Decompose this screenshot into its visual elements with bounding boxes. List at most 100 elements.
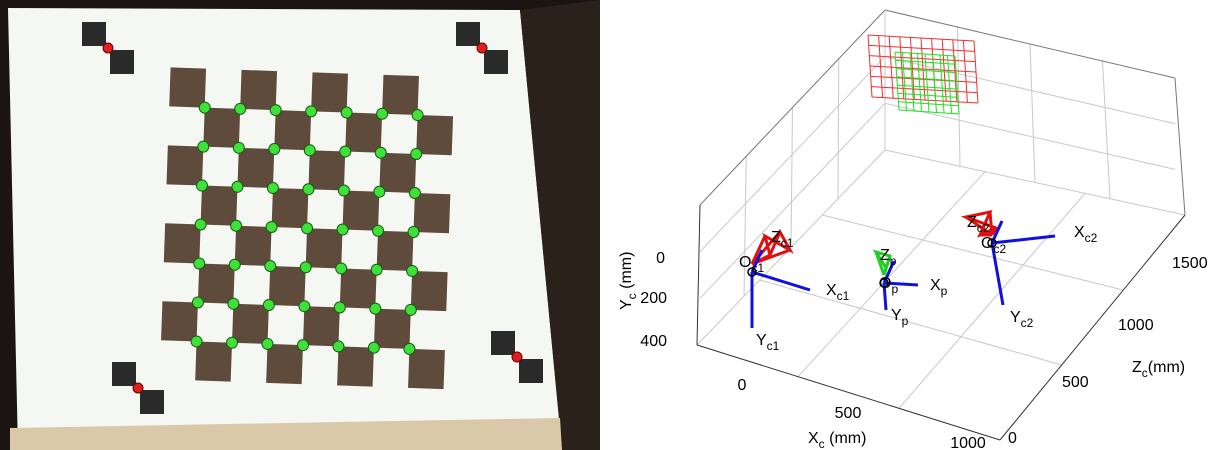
calibration-board	[8, 8, 562, 450]
corner-point	[235, 103, 246, 114]
corner-point	[408, 226, 419, 237]
grid-line	[838, 59, 839, 199]
frame-label-base: Y	[1010, 309, 1021, 326]
marker-square	[484, 50, 508, 74]
checker-square	[201, 186, 238, 226]
corner-point	[406, 265, 417, 276]
corner-point	[226, 337, 237, 348]
marker-point	[477, 43, 487, 53]
corner-point	[301, 223, 312, 234]
marker-square	[112, 362, 136, 386]
tick-label: 1500	[1172, 255, 1208, 272]
checker-square	[237, 148, 274, 188]
tick-label: 0	[738, 377, 747, 394]
frame-label-sub: c2	[993, 242, 1006, 256]
frame-label-base: Z	[967, 214, 977, 231]
y-axis-title: Yc (mm)	[618, 252, 639, 310]
corner-point	[340, 146, 351, 157]
corner-point	[262, 338, 273, 349]
checker-square	[343, 191, 380, 231]
corner-point	[198, 141, 209, 152]
checker-square	[337, 346, 374, 386]
y-axis-title-unit: (mm)	[618, 252, 635, 294]
checker-square	[195, 341, 232, 381]
corner-point	[371, 264, 382, 275]
corner-point	[300, 262, 311, 273]
box-edge	[1175, 78, 1185, 215]
corner-point	[229, 259, 240, 270]
frame-label-base: X	[930, 277, 941, 294]
corner-point	[338, 185, 349, 196]
frame-label-sub: p	[941, 284, 948, 298]
frame-label: Oc1	[739, 254, 764, 275]
marker-point	[103, 43, 113, 53]
frame-label: Yc1	[756, 332, 780, 353]
corner-point	[196, 180, 207, 191]
marker-point	[133, 383, 143, 393]
checker-square	[377, 231, 414, 271]
frame-label: Yc2	[1010, 309, 1034, 330]
frame-label-sub: p	[890, 254, 897, 268]
corner-point	[375, 147, 386, 158]
checker-square	[272, 188, 309, 228]
corner-point	[230, 220, 241, 231]
grid-line	[791, 108, 793, 248]
corner-point	[191, 336, 202, 347]
corner-point	[265, 260, 276, 271]
corner-point	[297, 339, 308, 350]
marker-square	[519, 359, 543, 383]
x-axis-title: Xc (mm)	[808, 430, 866, 450]
frame-label-sub: c1	[837, 289, 850, 303]
box-edge	[700, 10, 885, 205]
tick-label: 1000	[1118, 317, 1154, 334]
corner-point	[266, 221, 277, 232]
corner-point	[263, 299, 274, 310]
marker-point	[512, 352, 522, 362]
checker-square	[232, 304, 269, 344]
frame-label-base: O	[879, 275, 891, 292]
checker-square	[167, 145, 204, 185]
corner-point	[228, 298, 239, 309]
corner-point	[267, 182, 278, 193]
z-axis-title-base: Z	[1132, 359, 1142, 376]
checker-square	[416, 115, 453, 155]
corner-point	[341, 107, 352, 118]
frame-label-sub: c2	[977, 221, 990, 235]
corner-point	[333, 341, 344, 352]
grid-line	[1103, 61, 1111, 199]
checker-square	[203, 108, 240, 148]
checker-square	[382, 75, 419, 115]
corner-point	[374, 186, 385, 197]
frame-label-base: X	[826, 282, 837, 299]
corner-point	[337, 224, 348, 235]
corner-point	[404, 343, 415, 354]
checker-square	[240, 70, 277, 110]
checker-square	[198, 264, 235, 304]
corner-point	[303, 184, 314, 195]
frame-label-base: Z	[880, 247, 890, 264]
checker-square	[266, 344, 303, 384]
frame-label-sub: c2	[1085, 231, 1098, 245]
corner-point	[233, 142, 244, 153]
grid-line	[1030, 44, 1035, 183]
z-axis-title: Zc(mm)	[1132, 359, 1185, 380]
marker-square	[140, 390, 164, 414]
tick-label: 400	[640, 333, 667, 350]
frame-label: Op	[879, 275, 898, 296]
z-axis-title-unit: (mm)	[1148, 359, 1185, 376]
frame-label-sub: p	[902, 314, 909, 328]
marker-square	[456, 22, 480, 46]
frame-label: Xp	[930, 277, 948, 298]
box-edge	[697, 205, 700, 345]
corner-point	[412, 109, 423, 120]
corner-point	[270, 104, 281, 115]
marker-square	[110, 50, 134, 74]
checker-square	[414, 193, 451, 233]
corner-point	[376, 108, 387, 119]
checker-square	[303, 306, 340, 346]
checker-square	[374, 309, 411, 349]
checker-square	[164, 223, 201, 263]
marker-square	[82, 22, 106, 46]
tick-label: 0	[656, 250, 665, 267]
tick-label: 1000	[950, 435, 986, 450]
